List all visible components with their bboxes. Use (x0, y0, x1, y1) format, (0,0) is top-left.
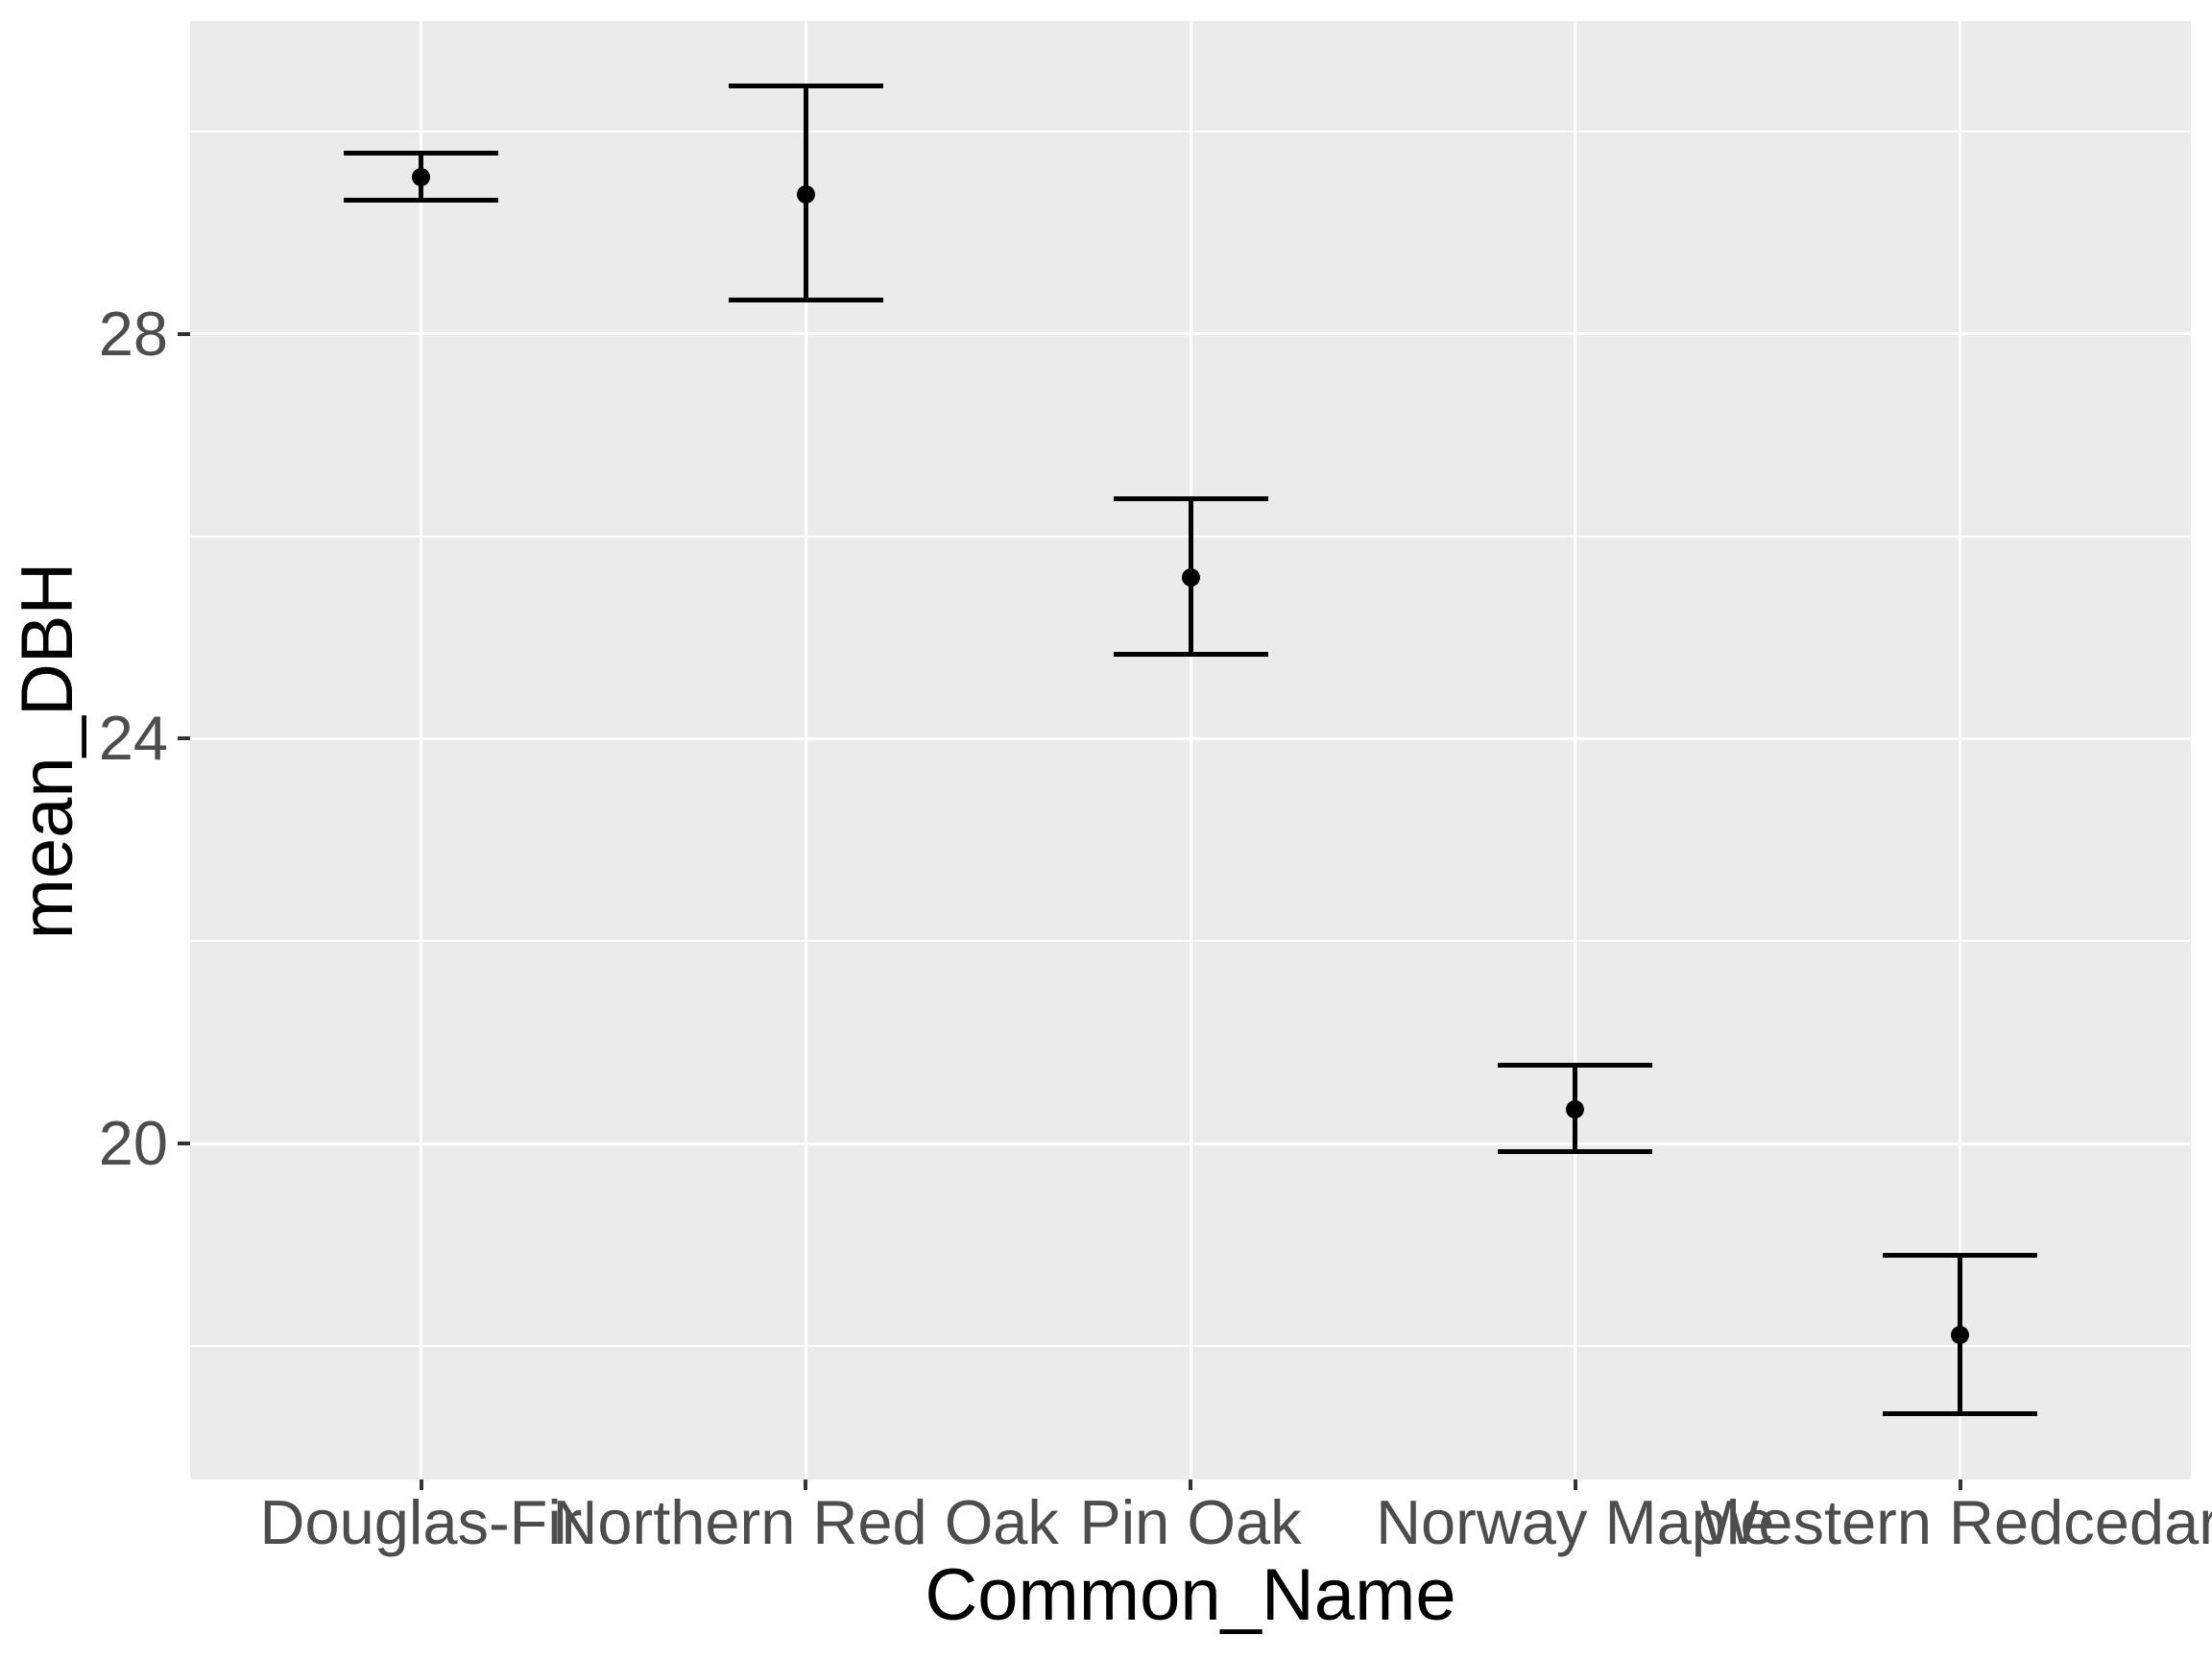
y-tick-mark (178, 1142, 190, 1145)
x-tick-mark (804, 1479, 808, 1490)
error-bar-cap-top (1498, 1063, 1653, 1069)
data-point-norway-maple (1566, 1099, 1585, 1118)
error-bar-cap-bottom (1113, 652, 1268, 658)
error-bar-cap-top (344, 150, 498, 156)
y-tick-mark (178, 736, 190, 741)
x-tick-label-douglas-fir: Douglas-Fir (259, 1487, 583, 1557)
data-point-western-redcedar (1951, 1325, 1969, 1344)
plot-panel (190, 21, 2191, 1479)
error-bar-cap-bottom (1498, 1149, 1653, 1154)
error-bar-cap-bottom (728, 298, 883, 303)
x-axis-title: Common_Name (925, 1554, 1456, 1636)
x-major-gridline (1959, 21, 1961, 1479)
x-tick-mark (1958, 1479, 1962, 1490)
data-point-northern-red-oak (796, 184, 815, 204)
y-tick-mark (178, 331, 190, 336)
x-tick-label-pin-oak: Pin Oak (1079, 1487, 1302, 1557)
error-bar-cap-bottom (344, 198, 498, 204)
x-major-gridline (1189, 21, 1192, 1479)
x-tick-mark (1573, 1479, 1577, 1490)
error-bar-cap-top (1883, 1252, 2037, 1258)
data-point-douglas-fir (412, 167, 430, 186)
error-bar-cap-bottom (1883, 1411, 2037, 1416)
error-bar-cap-top (1113, 496, 1268, 501)
x-major-gridline (1574, 21, 1577, 1479)
y-tick-label: 20 (98, 1108, 168, 1178)
x-tick-mark (419, 1479, 423, 1490)
y-tick-label: 28 (98, 298, 168, 369)
x-tick-label-western-redcedar: Western Redcedar (1700, 1487, 2212, 1557)
error-bar-cap-top (728, 84, 883, 88)
x-tick-label-northern-red-oak: Northern Red Oak (552, 1487, 1059, 1557)
y-tick-label: 24 (98, 703, 168, 774)
x-major-gridline (804, 21, 807, 1479)
x-major-gridline (420, 21, 422, 1479)
x-tick-mark (1189, 1479, 1192, 1490)
data-point-pin-oak (1181, 568, 1200, 588)
x-tick-label-norway-maple: Norway Maple (1376, 1487, 1775, 1557)
